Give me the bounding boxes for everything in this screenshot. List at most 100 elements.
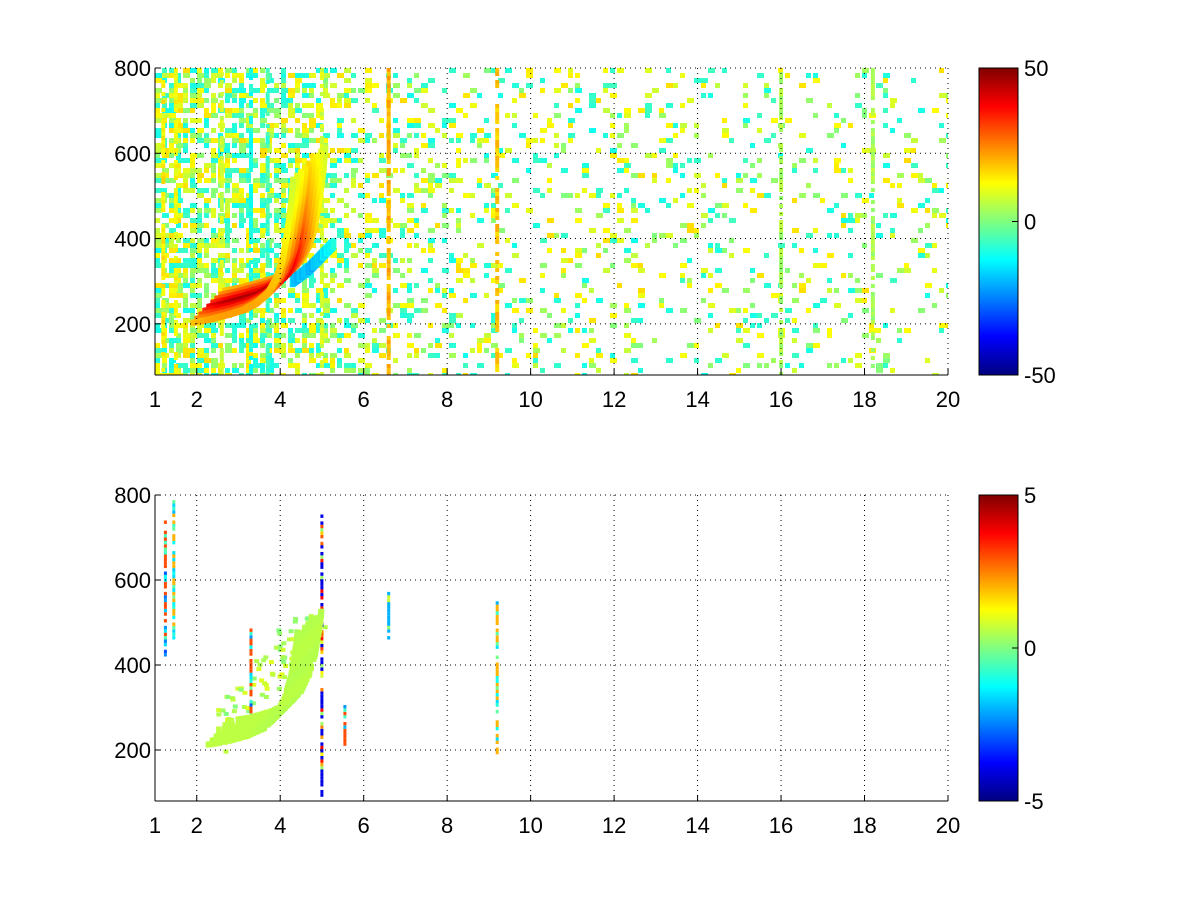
- ridge-cell: [318, 608, 325, 615]
- heatmap-cell: [281, 143, 286, 148]
- heatmap-cell: [750, 313, 757, 318]
- heatmap-cell: [904, 133, 911, 138]
- heatmap-cell: [435, 163, 440, 168]
- ridge-cell: [221, 735, 228, 742]
- heatmap-cell: [204, 348, 209, 353]
- heatmap-cell: [176, 208, 181, 213]
- heatmap-cell: [337, 133, 344, 138]
- heatmap-cell: [316, 228, 323, 233]
- heatmap-cell: [239, 343, 246, 348]
- heatmap-cell: [393, 73, 398, 78]
- heatmap-cell: [197, 368, 204, 373]
- heatmap-cell: [176, 343, 183, 348]
- ridge-cell: [228, 721, 235, 727]
- streak-cell: [779, 340, 784, 344]
- heatmap-cell: [722, 118, 727, 123]
- heatmap-cell: [351, 208, 356, 213]
- heatmap-cell: [694, 233, 699, 238]
- heatmap-cell: [365, 248, 372, 253]
- streak-cell: [265, 300, 270, 304]
- streak-cell: [163, 602, 167, 606]
- heatmap-cell: [274, 243, 281, 248]
- heatmap-cell: [155, 103, 160, 108]
- heatmap-cell: [169, 283, 174, 288]
- streak-cell: [870, 164, 875, 168]
- streak-cell: [249, 638, 253, 642]
- heatmap-cell: [223, 711, 229, 716]
- streak-cell: [173, 76, 178, 80]
- heatmap-cell: [449, 343, 456, 348]
- streak-cell: [173, 268, 178, 272]
- heatmap-cell: [197, 323, 204, 328]
- heatmap-cell: [260, 223, 267, 228]
- heatmap-cell: [792, 318, 797, 323]
- heatmap-cell: [169, 268, 176, 273]
- streak-cell: [219, 200, 224, 204]
- heatmap-cell: [701, 273, 706, 278]
- streak-cell: [265, 256, 270, 260]
- heatmap-cell: [421, 143, 428, 148]
- heatmap-cell: [883, 178, 890, 183]
- streak-cell: [173, 280, 178, 284]
- heatmap-cell: [323, 183, 330, 188]
- heatmap-cell: [344, 148, 351, 153]
- streak-cell: [870, 80, 875, 84]
- heatmap-cell: [603, 268, 610, 273]
- heatmap-cell: [939, 93, 946, 98]
- heatmap-cell: [484, 208, 489, 213]
- streak-cell: [320, 671, 324, 675]
- streak-cell: [161, 100, 166, 104]
- streak-cell: [870, 160, 875, 164]
- heatmap-cell: [225, 163, 230, 168]
- heatmap-cell: [204, 283, 209, 288]
- streak-cell: [163, 564, 167, 569]
- heatmap-cell: [197, 278, 202, 283]
- streak-cell: [161, 288, 166, 292]
- heatmap-cell: [505, 68, 512, 73]
- heatmap-cell: [484, 183, 491, 188]
- ridge-cell: [295, 648, 302, 655]
- heatmap-cell: [393, 288, 398, 293]
- heatmap-cell: [176, 348, 183, 353]
- ridge-cell: [216, 739, 222, 746]
- heatmap-cell: [337, 98, 342, 103]
- streak-cell: [495, 642, 499, 646]
- heatmap-cell: [176, 138, 181, 143]
- streak-cell: [219, 72, 224, 76]
- heatmap-cell: [183, 158, 190, 163]
- streak-cell: [219, 332, 224, 336]
- heatmap-cell: [393, 118, 398, 123]
- streak-cell: [219, 264, 224, 268]
- heatmap-cell: [365, 283, 372, 288]
- heatmap-cell: [610, 233, 617, 238]
- streak-cell: [219, 120, 224, 124]
- streak-cell: [249, 368, 253, 372]
- heatmap-cell: [505, 113, 510, 118]
- heatmap-cell: [204, 253, 209, 258]
- heatmap-cell: [260, 123, 265, 128]
- heatmap-cell: [197, 353, 204, 358]
- streak-cell: [265, 164, 270, 168]
- streak-cell: [173, 160, 178, 164]
- heatmap-cell: [876, 363, 883, 368]
- streak-cell: [265, 308, 270, 312]
- heatmap-cell: [155, 288, 162, 293]
- heatmap-cell: [365, 68, 372, 73]
- heatmap-cell: [286, 637, 292, 642]
- streak-cell: [219, 192, 224, 196]
- heatmap-cell: [526, 138, 533, 143]
- heatmap-cell: [862, 68, 869, 73]
- heatmap-cell: [743, 288, 750, 293]
- heatmap-cell: [218, 343, 223, 348]
- heatmap-cell: [519, 298, 526, 303]
- streak-cell: [495, 196, 500, 200]
- streak-cell: [219, 128, 224, 132]
- heatmap-cell: [750, 208, 757, 213]
- heatmap-cell: [834, 158, 841, 163]
- heatmap-cell: [253, 223, 258, 228]
- heatmap-cell: [176, 133, 181, 138]
- heatmap-cell: [225, 158, 230, 163]
- heatmap-cell: [260, 183, 265, 188]
- heatmap-cell: [351, 253, 358, 258]
- heatmap-cell: [498, 148, 503, 153]
